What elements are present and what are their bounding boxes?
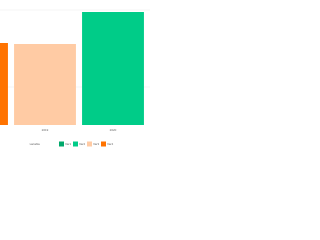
- legend-title: variable: [29, 142, 40, 146]
- legend-swatch: [59, 141, 64, 147]
- bar: [82, 12, 144, 125]
- bar: [0, 43, 8, 125]
- legend-label: Var2: [79, 142, 85, 146]
- bar: [14, 44, 76, 125]
- legend-label: Var3: [93, 142, 99, 146]
- x-tick-label: 2020: [110, 128, 117, 132]
- page: {"chart_data": {"type": "bar", "categori…: [0, 0, 150, 150]
- legend-label: Var4: [107, 142, 113, 146]
- legend-swatch: [73, 141, 78, 147]
- legend-label: Var1: [65, 142, 71, 146]
- x-tick-label: 2019: [42, 128, 49, 132]
- chart: variable 2019 2020 Var1 Var2 Var3 Var4: [0, 5, 150, 147]
- legend-swatch: [101, 141, 106, 147]
- legend-swatch: [87, 141, 92, 147]
